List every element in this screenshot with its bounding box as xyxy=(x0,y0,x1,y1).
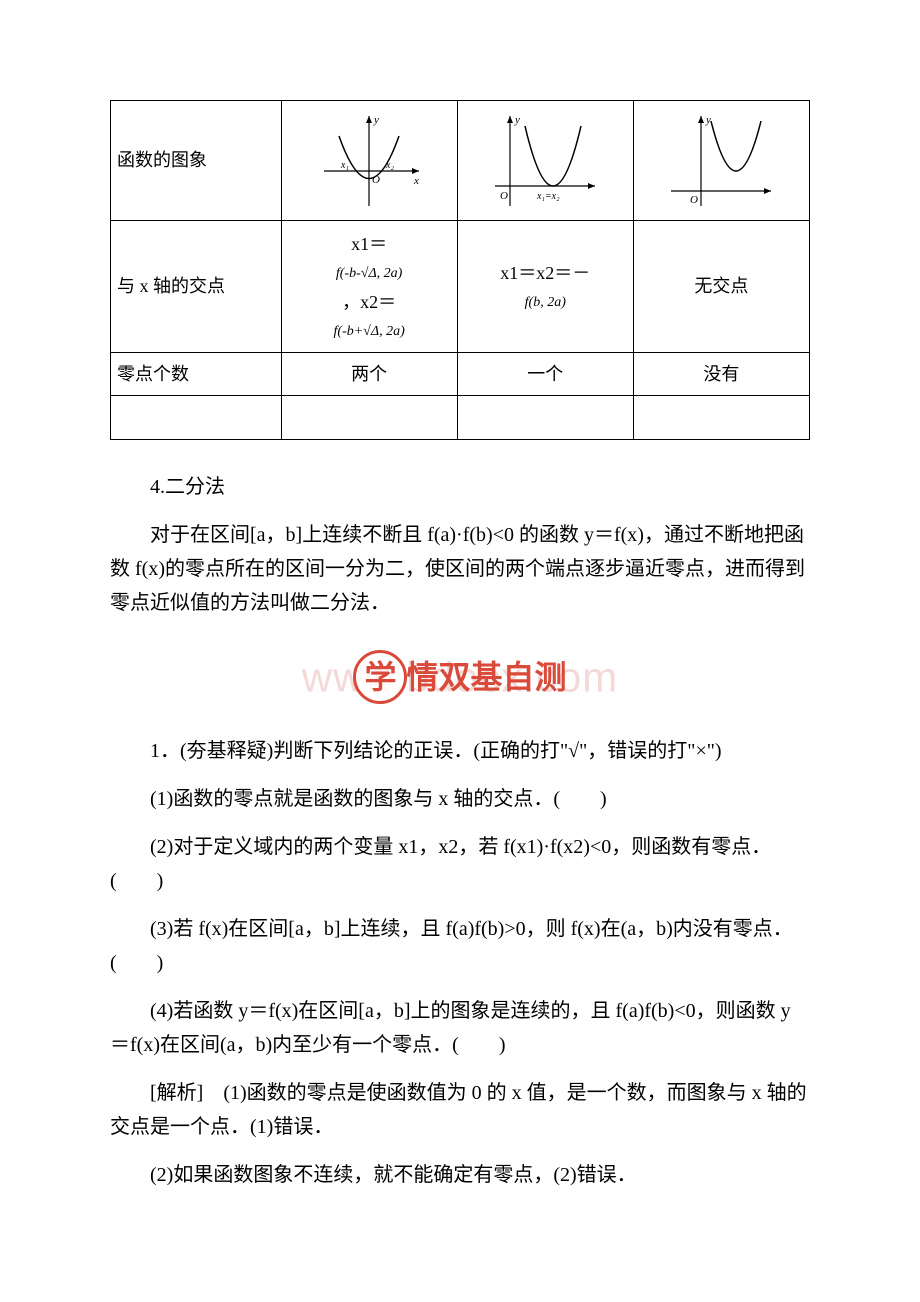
svg-text:y: y xyxy=(514,114,520,126)
svg-text:y: y xyxy=(373,114,379,126)
zero-count-one: 一个 xyxy=(457,352,633,396)
parabola-two-roots-icon: x y O x₁ x₂ xyxy=(314,111,424,211)
x2-formula: f(-b+√Δ, 2a) xyxy=(290,320,449,344)
section-heading: www.bdocx.com 学 情双基自测 xyxy=(110,650,810,704)
intersection-two-roots: x1＝ f(-b-√Δ, 2a) ，x2＝ f(-b+√Δ, 2a) xyxy=(281,221,457,353)
parabola-no-root-icon: y O xyxy=(666,111,776,211)
question-4: (4)若函数 y＝f(x)在区间[a，b]上的图象是连续的，且 f(a)f(b)… xyxy=(110,994,810,1062)
empty-cell-1 xyxy=(111,396,282,440)
svg-text:x: x xyxy=(413,175,419,187)
x-eq-label: x1＝x2＝－ xyxy=(466,258,625,289)
graph-no-root: y O xyxy=(633,101,809,221)
intersection-row-label: 与 x 轴的交点 xyxy=(111,221,282,353)
svg-text:y: y xyxy=(705,114,711,126)
analysis-2: (2)如果函数图象不连续，就不能确定有零点，(2)错误． xyxy=(110,1158,810,1192)
svg-text:x₂: x₂ xyxy=(385,160,394,171)
svg-text:x₁: x₁ xyxy=(340,160,349,171)
empty-cell-3 xyxy=(457,396,633,440)
zero-count-label: 零点个数 xyxy=(111,352,282,396)
empty-cell-2 xyxy=(281,396,457,440)
question-1: (1)函数的零点就是函数的图象与 x 轴的交点．( ) xyxy=(110,782,810,816)
graph-row-label: 函数的图象 xyxy=(111,101,282,221)
graph-two-roots: x y O x₁ x₂ xyxy=(281,101,457,221)
graph-one-root: y O x₁=x₂ xyxy=(457,101,633,221)
function-graph-table: 函数的图象 x y O x₁ x₂ y O xyxy=(110,100,810,440)
x1-label: x1＝ xyxy=(290,229,449,260)
heading-text: 情双基自测 xyxy=(406,650,566,704)
section-4-body: 对于在区间[a，b]上连续不断且 f(a)·f(b)<0 的函数 y＝f(x)，… xyxy=(110,518,810,620)
intersection-no-root: 无交点 xyxy=(633,221,809,353)
question-3: (3)若 f(x)在区间[a，b]上连续，且 f(a)f(b)>0，则 f(x)… xyxy=(110,912,810,980)
zero-count-none: 没有 xyxy=(633,352,809,396)
svg-text:x₁=x₂: x₁=x₂ xyxy=(536,191,560,202)
question-intro: 1．(夯基释疑)判断下列结论的正误．(正确的打"√"，错误的打"×") xyxy=(110,734,810,768)
x-eq-formula: f(b, 2a) xyxy=(466,291,625,315)
x2-label: ，x2＝ xyxy=(290,287,449,318)
parabola-one-root-icon: y O x₁=x₂ xyxy=(490,111,600,211)
empty-cell-4 xyxy=(633,396,809,440)
intersection-one-root: x1＝x2＝－ f(b, 2a) xyxy=(457,221,633,353)
analysis-1: [解析] (1)函数的零点是使函数值为 0 的 x 值，是一个数，而图象与 x … xyxy=(110,1076,810,1144)
question-2: (2)对于定义域内的两个变量 x1，x2，若 f(x1)·f(x2)<0，则函数… xyxy=(110,830,810,898)
x1-formula: f(-b-√Δ, 2a) xyxy=(290,262,449,286)
zero-count-two: 两个 xyxy=(281,352,457,396)
svg-text:O: O xyxy=(690,194,698,206)
section-4-title: 4.二分法 xyxy=(110,470,810,504)
svg-text:O: O xyxy=(500,190,508,202)
